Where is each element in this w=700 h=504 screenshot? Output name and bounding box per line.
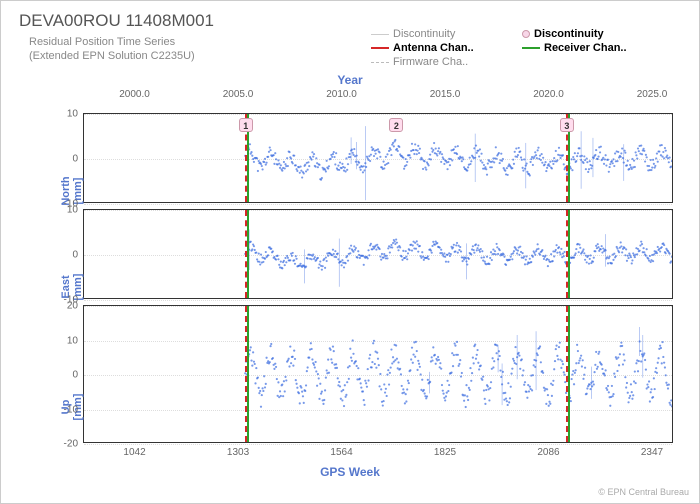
x-axis-bot-ticks: 1042 1303 1564 1825 2086 2347 <box>83 447 673 467</box>
legend-label-disc-pink: Discontinuity <box>534 28 604 40</box>
x-axis-bot-title: GPS Week <box>1 465 699 479</box>
legend-swatch-disc-gray <box>371 34 389 35</box>
discontinuity-marker: 2 <box>389 118 403 132</box>
chart-container: DEVA00ROU 11408M001 Residual Position Ti… <box>0 0 700 504</box>
legend-swatch-firmware <box>371 62 389 63</box>
legend-label-disc-gray: Discontinuity <box>393 28 455 40</box>
x-bot-tick: 2086 <box>537 447 559 458</box>
y-tick: 0 <box>48 370 78 381</box>
legend-label-receiver: Receiver Chan.. <box>544 42 627 54</box>
x-bot-tick: 1042 <box>123 447 145 458</box>
y-tick: -20 <box>48 439 78 450</box>
legend-label-antenna: Antenna Chan.. <box>393 42 474 54</box>
x-top-tick: 2010.0 <box>326 89 357 100</box>
x-axis-top-ticks: 2000.0 2005.0 2010.0 2015.0 2020.0 2025.0 <box>83 89 673 109</box>
chart-subtitle: Residual Position Time Series (Extended … <box>29 35 195 64</box>
x-axis-top-title: Year <box>1 73 699 87</box>
y-tick: 0 <box>48 250 78 261</box>
subtitle-line-2: (Extended EPN Solution C2235U) <box>29 50 195 62</box>
legend-swatch-antenna <box>371 47 389 49</box>
x-bot-tick: 2347 <box>641 447 663 458</box>
discontinuity-marker: 1 <box>239 118 253 132</box>
chart-panels: North[mm]-10010123East[mm]-10010Up[mm]-2… <box>83 113 673 443</box>
legend-label-firmware: Firmware Cha.. <box>393 56 468 68</box>
x-bot-tick: 1303 <box>227 447 249 458</box>
y-tick: 10 <box>48 205 78 216</box>
legend: Discontinuity Discontinuity Antenna Chan… <box>371 27 667 69</box>
chart-title: DEVA00ROU 11408M001 <box>19 11 214 31</box>
x-top-tick: 2000.0 <box>119 89 150 100</box>
legend-swatch-receiver <box>522 47 540 49</box>
panel-up: Up[mm]-20-1001020 <box>83 305 673 443</box>
discontinuity-marker: 3 <box>560 118 574 132</box>
copyright-footer: © EPN Central Bureau <box>598 487 689 497</box>
subtitle-line-1: Residual Position Time Series <box>29 36 175 48</box>
y-tick: 10 <box>48 335 78 346</box>
x-top-tick: 2020.0 <box>533 89 564 100</box>
x-top-tick: 2015.0 <box>430 89 461 100</box>
legend-swatch-disc-pink <box>522 30 530 38</box>
panel-east: East[mm]-10010 <box>83 209 673 299</box>
x-bot-tick: 1825 <box>434 447 456 458</box>
panel-north: North[mm]-10010123 <box>83 113 673 203</box>
x-top-tick: 2005.0 <box>223 89 254 100</box>
y-tick: 20 <box>48 301 78 312</box>
y-tick: 0 <box>48 154 78 165</box>
y-tick: 10 <box>48 109 78 120</box>
x-top-tick: 2025.0 <box>637 89 668 100</box>
y-tick: -10 <box>48 404 78 415</box>
x-bot-tick: 1564 <box>330 447 352 458</box>
